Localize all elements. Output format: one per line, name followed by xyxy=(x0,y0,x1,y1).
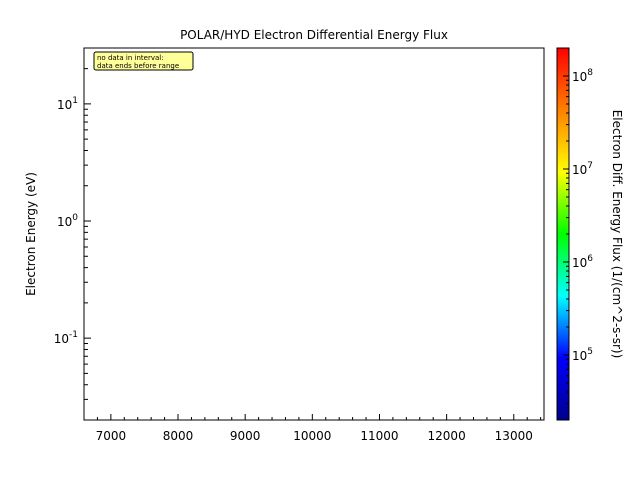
plot-area xyxy=(83,47,545,421)
x-tick-label: 10000 xyxy=(293,429,331,443)
no-data-annotation: no data in interval: data ends before ra… xyxy=(93,51,194,71)
colorbar-tick-label: 107 xyxy=(572,161,593,177)
annotation-line-1: no data in interval: xyxy=(97,54,164,62)
x-tick-label: 7000 xyxy=(96,429,127,443)
x-axis: 7000 8000 9000 10000 11000 12000 13000 xyxy=(83,414,542,443)
x-tick-label: 8000 xyxy=(163,429,194,443)
chart-title: POLAR/HYD Electron Differential Energy F… xyxy=(180,28,448,42)
x-tick-label: 9000 xyxy=(230,429,261,443)
colorbar-label: Electron Diff. Energy Flux (1/(cm^2-s-sr… xyxy=(610,110,624,359)
y-axis: 10-1 100 101 xyxy=(54,47,91,421)
y-tick-label: 10-1 xyxy=(54,330,78,346)
y-tick-label: 100 xyxy=(57,213,78,229)
x-tick-label: 13000 xyxy=(495,429,533,443)
colorbar-axis: 105 106 107 108 xyxy=(563,47,593,421)
colorbar-tick-label: 108 xyxy=(572,68,593,84)
colorbar-tick-label: 106 xyxy=(572,254,593,270)
annotation-line-2: data ends before range xyxy=(97,62,179,70)
y-tick-label: 101 xyxy=(57,96,78,112)
x-tick-label: 11000 xyxy=(360,429,398,443)
colorbar-tick-label: 105 xyxy=(572,347,593,363)
y-axis-label: Electron Energy (eV) xyxy=(24,172,38,296)
x-tick-label: 12000 xyxy=(428,429,466,443)
